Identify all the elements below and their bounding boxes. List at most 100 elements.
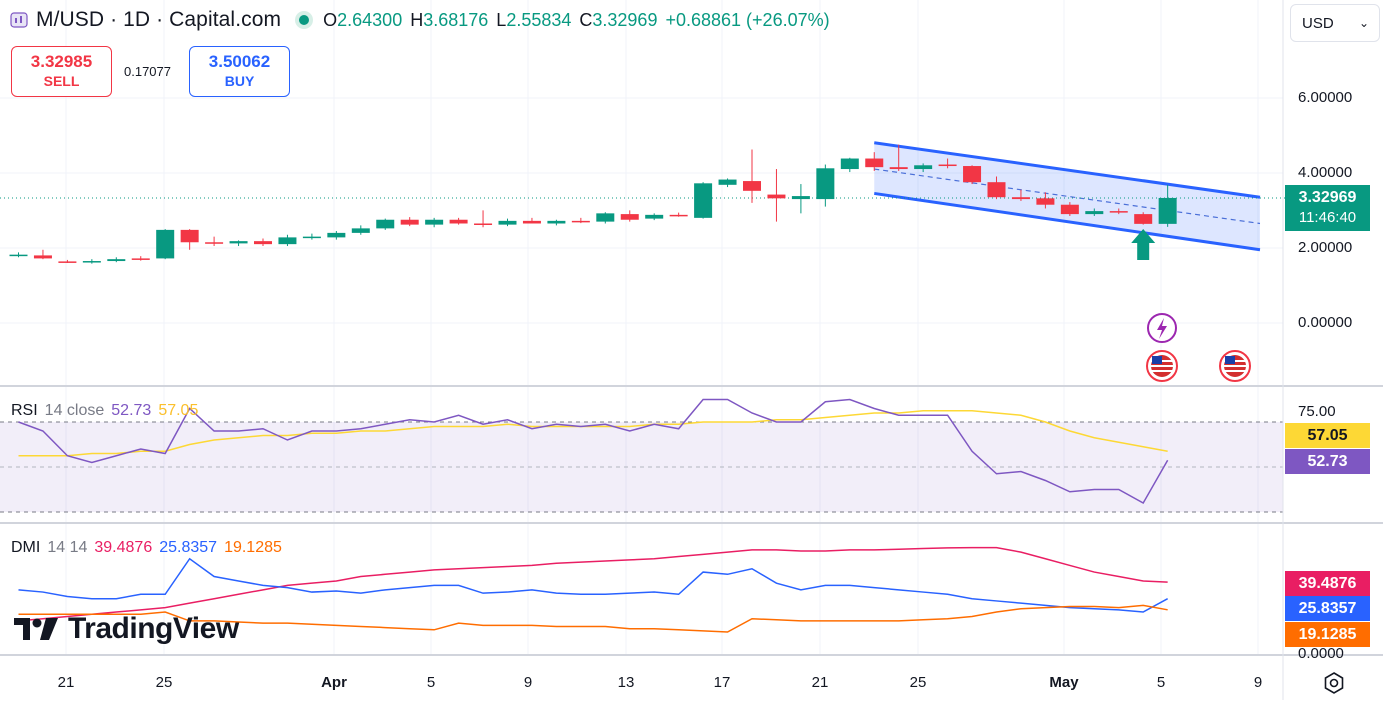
currency-value: USD — [1302, 15, 1334, 32]
market-open-icon — [295, 11, 314, 29]
candle-body — [694, 183, 713, 218]
dmi-legend[interactable]: DMI 14 14 39.4876 25.8357 19.1285 — [11, 539, 289, 557]
date-label: 13 — [617, 674, 635, 691]
price-tick: 0.00000 — [1298, 314, 1353, 331]
candle-body — [229, 241, 248, 244]
symbol-icon — [10, 12, 28, 28]
candle-body — [425, 219, 444, 225]
rsi-params: 14 close — [44, 402, 105, 419]
spread-value: 0.17077 — [124, 64, 171, 79]
candle-body — [767, 194, 786, 199]
channel-lower-line — [874, 191, 1261, 252]
dmi-name: DMI — [11, 539, 41, 556]
candle-body — [9, 254, 28, 257]
gridlines — [0, 0, 1283, 655]
last-price-value: 3.32969 — [1298, 189, 1357, 206]
adx-legend-value: 39.4876 — [94, 539, 153, 556]
minus-di-badge: 19.1285 — [1285, 622, 1370, 647]
candle-body — [1134, 214, 1153, 224]
date-label: 25 — [909, 674, 927, 691]
high-value: 3.68176 — [423, 9, 489, 30]
candle-body — [131, 258, 150, 260]
rsi-ma-line — [18, 410, 1168, 457]
candle-body — [327, 232, 346, 238]
candle-body — [205, 242, 224, 244]
candle-body — [180, 229, 199, 243]
flag-canton — [1225, 356, 1235, 364]
date-label: 25 — [155, 674, 173, 691]
date-label: 9 — [1253, 674, 1263, 691]
plus_di-line — [18, 557, 1169, 613]
candle-body — [547, 220, 566, 224]
candle-body — [987, 182, 1006, 198]
flag-canton — [1152, 356, 1162, 364]
date-label: 5 — [1156, 674, 1166, 691]
rsi-value-badge: 52.73 — [1285, 449, 1370, 474]
rsi-ma-legend-value: 57.05 — [158, 402, 199, 419]
plus-di-badge: 25.8357 — [1285, 596, 1370, 621]
adx-line — [18, 546, 1168, 622]
dmi-pane — [18, 546, 1169, 633]
candle-body — [1085, 211, 1104, 215]
candle-body — [82, 261, 101, 263]
channel-middle-line — [874, 168, 1261, 225]
candle-body — [791, 196, 810, 200]
regression-channel-fill — [874, 142, 1260, 250]
candle-body — [449, 219, 468, 224]
currency-select[interactable]: USD ⌄ — [1290, 4, 1380, 42]
candle-body — [889, 167, 908, 170]
date-label: 5 — [426, 674, 436, 691]
candle-body — [156, 229, 175, 259]
close-value: 3.32969 — [592, 9, 658, 30]
date-label: 21 — [57, 674, 75, 691]
dmi-params: 14 14 — [47, 539, 88, 556]
price-tick: 6.00000 — [1298, 89, 1353, 106]
candle-body — [816, 168, 835, 200]
tradingview-logo-icon — [14, 618, 58, 640]
symbol-header: M/USD · 1D · Capital.com O2.64300 H3.6817… — [10, 8, 838, 32]
sell-button[interactable]: 3.32985 SELL — [11, 46, 112, 97]
candle-body — [645, 214, 664, 219]
plus-di-legend-value: 25.8357 — [159, 539, 218, 556]
minus_di-line — [18, 604, 1168, 633]
settings-gear-icon[interactable] — [1322, 671, 1346, 695]
candle-body — [718, 179, 737, 185]
tradingview-logo[interactable]: TradingView — [12, 612, 239, 646]
candle-body — [743, 181, 761, 191]
candle-body — [376, 219, 395, 229]
lightning-icon — [1157, 318, 1167, 339]
candle-body — [498, 220, 517, 225]
candle-body — [620, 214, 639, 220]
candle-body — [351, 228, 370, 233]
price-pane — [0, 141, 1285, 382]
date-label: 21 — [811, 674, 829, 691]
price-tick: 4.00000 — [1298, 164, 1353, 181]
last-price-badge: 3.32969 11:46:40 — [1285, 185, 1370, 231]
date-label: 17 — [713, 674, 731, 691]
candle-body — [914, 165, 933, 170]
candle-body — [278, 237, 297, 245]
candle-body — [522, 220, 541, 224]
candle-body — [474, 223, 493, 225]
sell-label: SELL — [43, 73, 80, 89]
tradingview-logo-text: TradingView — [68, 612, 239, 645]
candle-body — [571, 220, 590, 223]
candle-body — [107, 259, 126, 262]
candle-body — [963, 166, 982, 183]
candle-body — [302, 236, 321, 239]
buy-button[interactable]: 3.50062 BUY — [189, 46, 290, 97]
candle-body — [1036, 198, 1055, 205]
candle-body — [400, 219, 419, 225]
candle-body — [1011, 197, 1030, 200]
candle-body — [669, 214, 688, 217]
dmi-tick: 0.0000 — [1298, 645, 1344, 662]
candle-body — [33, 255, 52, 259]
candle-body — [596, 213, 615, 222]
minus-di-legend-value: 19.1285 — [224, 539, 282, 556]
rsi-legend[interactable]: RSI 14 close 52.73 57.05 — [11, 402, 205, 420]
channel-upper-line — [874, 141, 1261, 199]
symbol-title[interactable]: M/USD · 1D · Capital.com — [36, 8, 282, 31]
low-value: 2.55834 — [506, 9, 572, 30]
price-tick: 2.00000 — [1298, 239, 1353, 256]
